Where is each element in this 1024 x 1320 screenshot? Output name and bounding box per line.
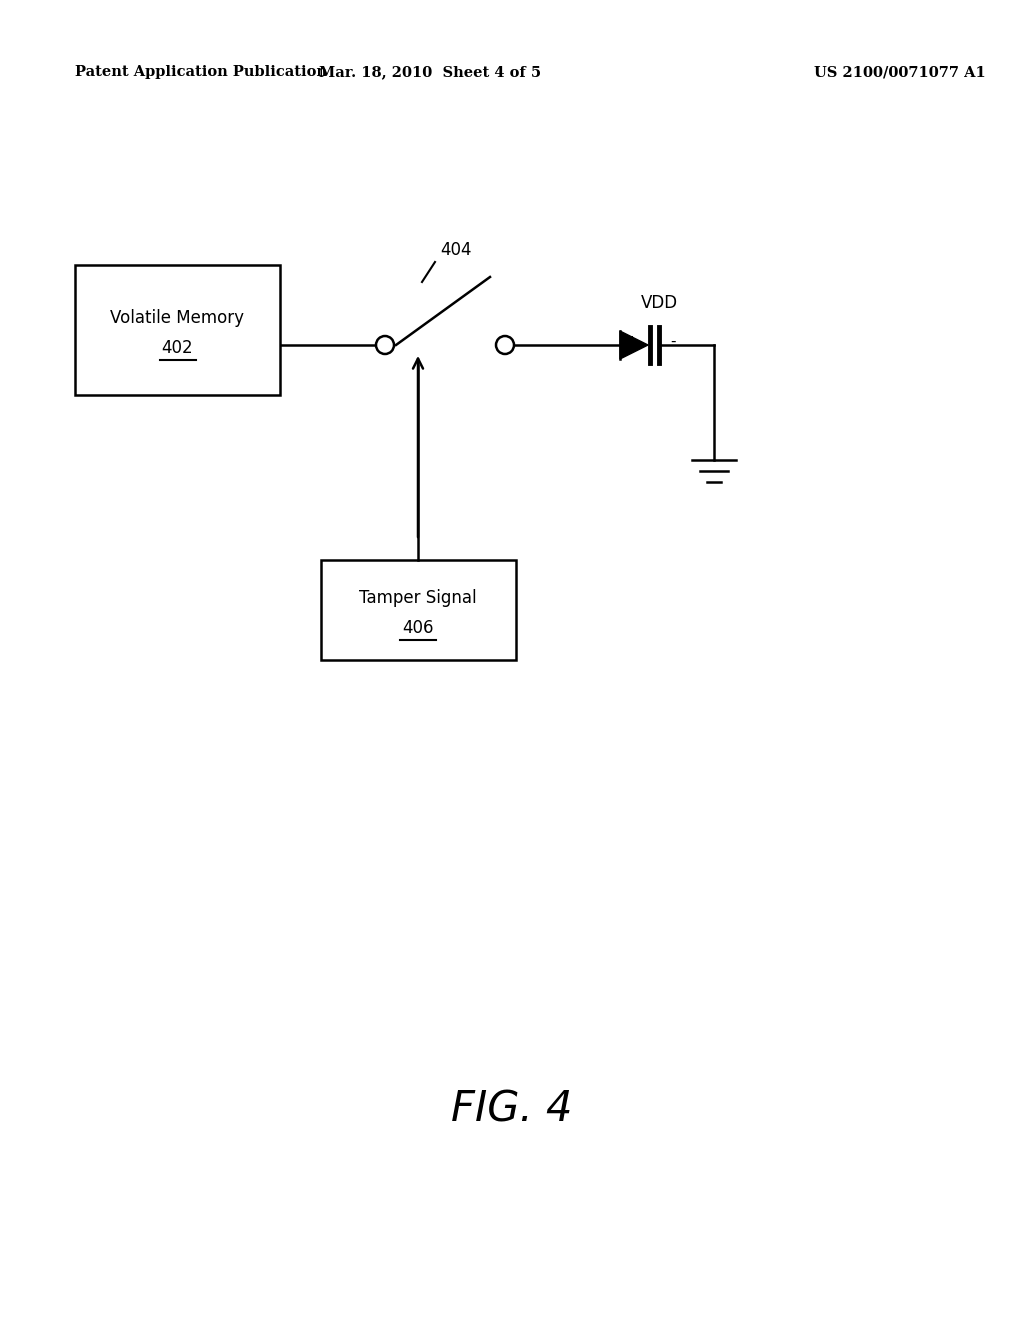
Text: FIG. 4: FIG. 4	[452, 1089, 572, 1131]
Text: US 2100/0071077 A1: US 2100/0071077 A1	[814, 65, 986, 79]
Text: Mar. 18, 2010  Sheet 4 of 5: Mar. 18, 2010 Sheet 4 of 5	[318, 65, 541, 79]
Bar	[75, 265, 280, 395]
Circle shape	[496, 337, 514, 354]
Text: +: +	[626, 334, 638, 348]
Text: VDD: VDD	[640, 294, 678, 312]
Text: -: -	[671, 334, 676, 348]
Text: 402: 402	[162, 339, 194, 356]
Circle shape	[376, 337, 394, 354]
Text: Patent Application Publication: Patent Application Publication	[75, 65, 327, 79]
Polygon shape	[620, 331, 648, 359]
Text: 406: 406	[402, 619, 434, 638]
Text: Volatile Memory: Volatile Memory	[111, 309, 245, 327]
Text: 404: 404	[440, 242, 471, 259]
Bar	[321, 560, 515, 660]
Text: Tamper Signal: Tamper Signal	[359, 589, 477, 607]
